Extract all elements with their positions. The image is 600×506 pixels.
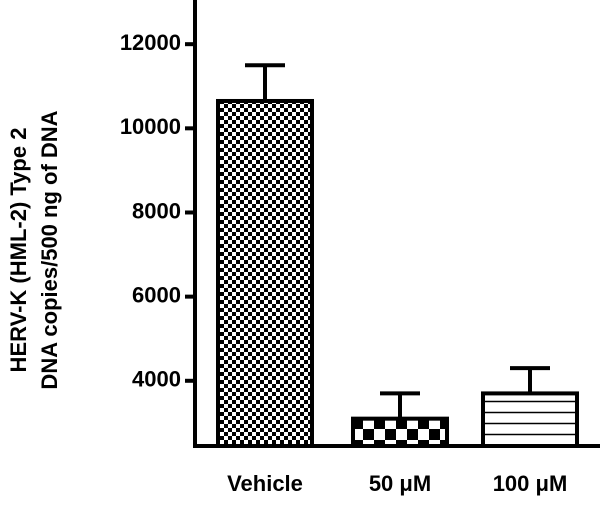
y-axis-title-line: DNA copies/500 ng of DNA — [37, 110, 62, 389]
y-tick-label: 10000 — [120, 114, 181, 139]
bar — [481, 391, 579, 449]
x-tick-label: Vehicle — [227, 471, 303, 496]
y-axis-title: HERV-K (HML-2) Type 2 DNA copies/500 ng … — [6, 110, 62, 389]
bar — [216, 98, 314, 448]
bar — [351, 416, 449, 448]
y-tick-label: 12000 — [120, 30, 181, 55]
y-tick-label: 6000 — [132, 282, 181, 307]
x-tick-label: 50 μM — [369, 471, 431, 496]
y-tick-label: 8000 — [132, 198, 181, 223]
y-axis-title-line: HERV-K (HML-2) Type 2 — [6, 128, 31, 373]
x-tick-label: 100 μM — [493, 471, 568, 496]
y-tick-label: 4000 — [132, 367, 181, 392]
